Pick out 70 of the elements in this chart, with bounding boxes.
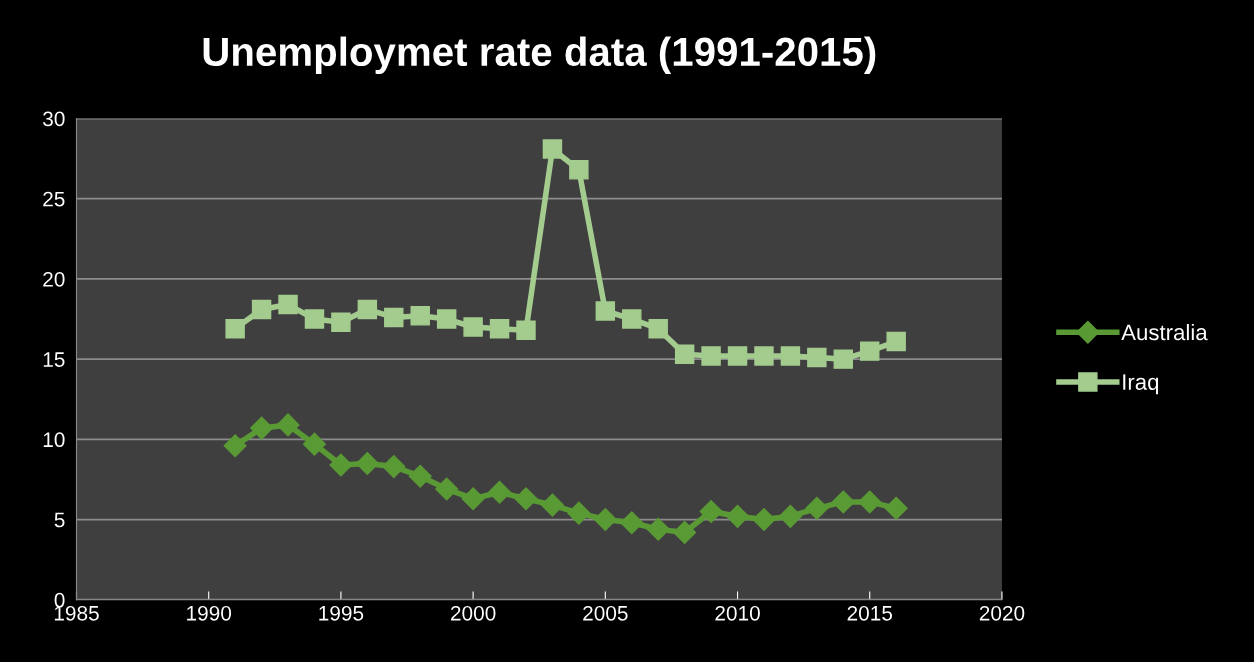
x-tick-label: 2010 xyxy=(715,605,760,621)
x-tick-label: 1990 xyxy=(187,605,232,621)
point xyxy=(542,139,563,159)
x-tick-label: 2020 xyxy=(979,605,1025,621)
point xyxy=(648,318,668,339)
point xyxy=(251,299,272,320)
x-tick-label: 1985 xyxy=(54,605,99,621)
point xyxy=(780,346,801,366)
point xyxy=(726,504,750,528)
point xyxy=(699,500,723,524)
y-tick-label: 5 xyxy=(54,512,65,528)
point xyxy=(752,508,776,532)
point xyxy=(831,490,855,514)
point xyxy=(488,480,512,504)
point xyxy=(225,318,245,339)
point xyxy=(622,309,642,329)
point xyxy=(646,517,670,541)
y-tick-label: 20 xyxy=(43,271,65,287)
point xyxy=(461,487,485,511)
y-tick-label: 30 xyxy=(43,111,65,127)
point xyxy=(701,346,721,366)
point xyxy=(489,318,510,339)
chart-title: Unemploymet rate data (1991-2015) xyxy=(203,36,876,75)
point xyxy=(754,346,774,366)
point xyxy=(807,347,827,368)
point xyxy=(463,317,483,337)
point xyxy=(329,453,353,477)
point xyxy=(435,477,459,501)
point xyxy=(223,434,247,458)
point xyxy=(593,508,617,532)
x-tick-label: 2005 xyxy=(583,605,628,621)
point xyxy=(833,349,854,369)
y-tick-label: 10 xyxy=(43,432,65,448)
point xyxy=(516,320,536,340)
point xyxy=(436,309,457,329)
point xyxy=(620,511,644,535)
legend-label: Australia xyxy=(1121,323,1208,341)
point xyxy=(886,331,906,352)
x-tick-label: 2000 xyxy=(450,605,496,621)
point xyxy=(569,160,589,180)
point xyxy=(408,464,432,488)
x-tick-label: 1995 xyxy=(319,605,364,621)
point xyxy=(250,416,274,440)
point xyxy=(410,306,430,326)
point xyxy=(276,413,300,437)
point xyxy=(595,301,616,321)
point xyxy=(673,520,697,544)
x-tick-label: 2015 xyxy=(847,605,893,621)
point xyxy=(805,496,829,520)
legend-label: Iraq xyxy=(1123,374,1159,395)
point xyxy=(304,309,325,329)
point xyxy=(540,493,564,517)
point xyxy=(355,451,379,475)
point xyxy=(567,501,591,525)
point xyxy=(278,294,298,315)
point xyxy=(357,299,378,320)
point xyxy=(778,504,802,528)
point xyxy=(302,432,326,456)
y-tick-label: 15 xyxy=(43,352,65,367)
point xyxy=(382,455,406,479)
point xyxy=(384,307,404,328)
point xyxy=(674,344,695,365)
y-tick-label: 25 xyxy=(43,191,65,207)
point xyxy=(727,346,748,366)
y-tick-label: 0 xyxy=(54,592,65,608)
point xyxy=(331,312,351,332)
point xyxy=(884,496,908,520)
point xyxy=(860,341,880,361)
point xyxy=(514,487,538,511)
point xyxy=(858,490,882,514)
